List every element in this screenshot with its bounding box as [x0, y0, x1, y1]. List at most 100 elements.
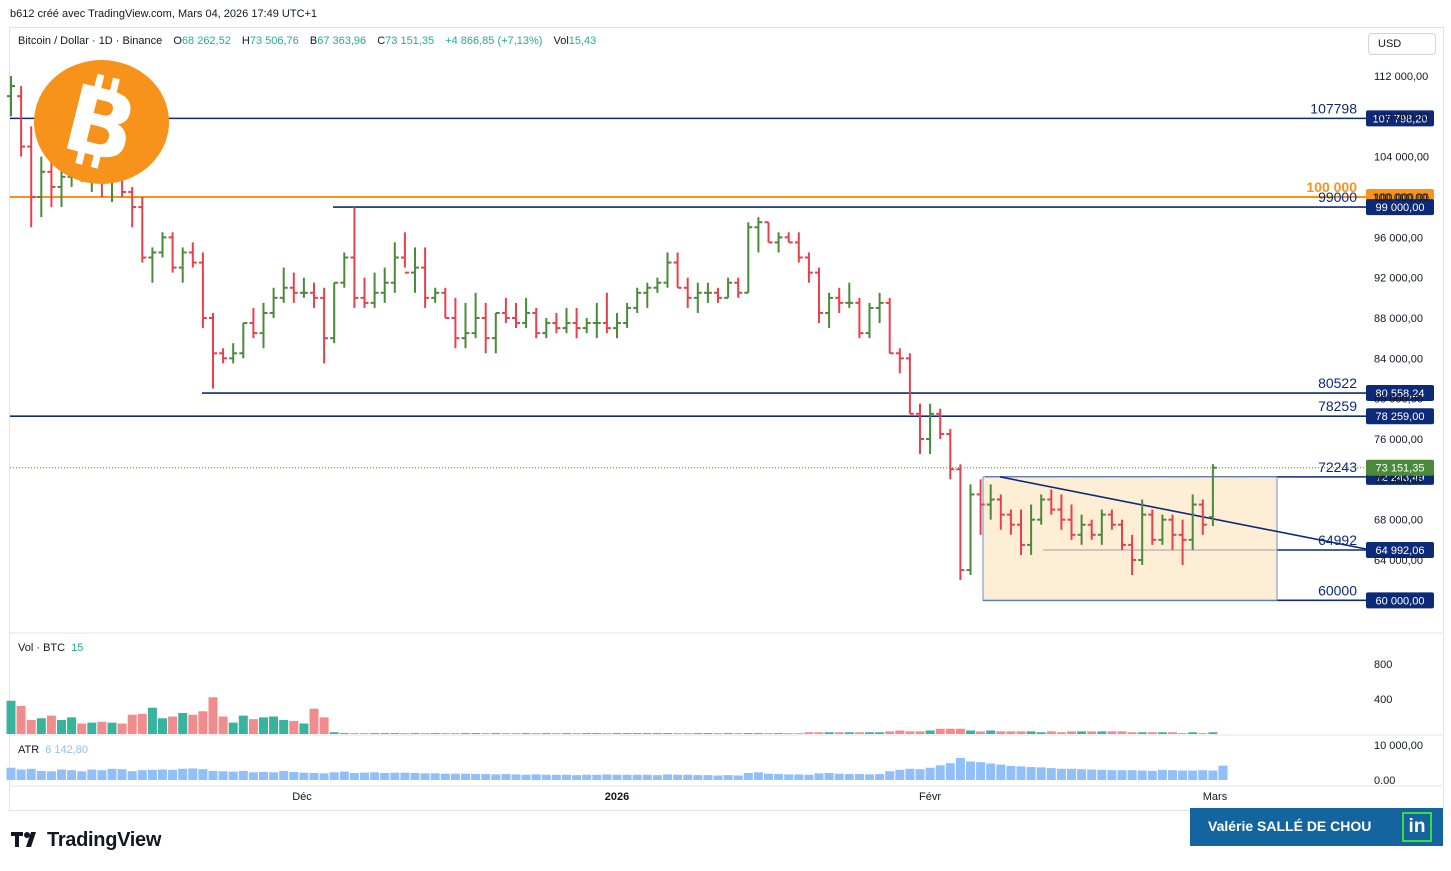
volume-bar: [663, 733, 672, 734]
currency-button[interactable]: USD: [1368, 33, 1436, 55]
ohlc-bar: [522, 297, 531, 329]
atr-bar: [1036, 767, 1046, 780]
ohlc-bar: [461, 302, 470, 349]
atr-bars: 10 000,00 0.00: [6, 740, 1423, 787]
ohlc-bar: [441, 287, 450, 319]
level-label: 64992: [1318, 532, 1357, 548]
atr-bar: [996, 764, 1006, 780]
atr-bar: [925, 767, 935, 780]
level-label: 60000: [1318, 582, 1357, 598]
atr-bar: [218, 771, 228, 780]
atr-bar: [1218, 765, 1228, 780]
ohlc-bar: [734, 277, 743, 298]
volume-bar: [430, 733, 440, 734]
atr-bar: [794, 774, 804, 780]
linkedin-icon[interactable]: in: [1402, 812, 1432, 842]
atr-bar: [915, 769, 925, 780]
atr-bar: [632, 774, 642, 780]
volume-bar: [905, 731, 915, 734]
volume-bar: [279, 720, 289, 734]
tradingview-mark-icon: [11, 832, 36, 847]
ohlc-bar: [128, 186, 137, 228]
volume-bar: [774, 733, 784, 734]
ohlc-bar: [1158, 514, 1167, 545]
ohlc-bar: [744, 222, 753, 294]
atr-bar: [703, 775, 713, 780]
ohlc-bars: [7, 76, 1217, 581]
atr-bar: [1127, 770, 1137, 780]
atr-bar: [198, 769, 208, 780]
open-value: 68 262,52: [181, 35, 231, 47]
ohlc-bar: [1017, 509, 1025, 555]
volume-bar: [208, 697, 218, 734]
author-banner[interactable]: Valérie SALLÉ DE CHOU in: [1190, 808, 1443, 846]
atr-tick-label: 0.00: [1374, 775, 1395, 787]
ohlc-bar: [966, 484, 975, 576]
volume-bar: [844, 732, 854, 734]
ohlc-bar: [693, 282, 702, 313]
bitcoin-logo-icon: B: [34, 60, 169, 185]
volume-bar: [299, 723, 309, 734]
time-tick-label: Févr: [919, 791, 941, 803]
volume-bar: [6, 700, 16, 734]
atr-bar: [945, 763, 955, 780]
volume-bar: [521, 733, 531, 734]
level-tag-label: 99 000,00: [1376, 202, 1425, 214]
atr-legend-label: ATR: [18, 744, 40, 756]
volume-bar: [915, 731, 925, 734]
volume-bar: [885, 731, 895, 734]
ohlc-bar: [754, 217, 763, 253]
last-price-tag: [1366, 459, 1434, 476]
ohlc-bar: [895, 348, 904, 374]
ohlc-bar: [916, 403, 924, 455]
ohlc-bar: [1128, 534, 1137, 576]
price-tick-label: 92 000,00: [1374, 273, 1423, 285]
volume-bar: [1168, 732, 1177, 734]
volume-bar: [794, 733, 804, 734]
volume-bar: [360, 733, 369, 734]
atr-bar: [57, 769, 66, 780]
ohlc-bar: [1148, 509, 1157, 545]
ohlc-bar: [794, 232, 803, 263]
atr-bar: [491, 774, 501, 780]
atr-bar: [501, 774, 511, 780]
volume-bar: [693, 733, 703, 734]
price-tick-label: 64 000,00: [1374, 555, 1423, 567]
ohlc-bar: [512, 302, 520, 329]
ohlc-bar: [653, 277, 662, 293]
ohlc-bar: [714, 287, 722, 303]
volume-bar: [1006, 731, 1016, 734]
volume-bar: [57, 720, 66, 734]
volume-bar: [158, 718, 167, 734]
level-label: 99000: [1318, 189, 1357, 205]
volume-bar: [420, 733, 430, 734]
level-label: 78259: [1318, 398, 1357, 414]
ohlc-bar: [7, 76, 15, 117]
atr-bar: [905, 768, 915, 780]
atr-bar: [723, 775, 733, 780]
atr-bar: [764, 773, 773, 780]
atr-bar: [572, 775, 582, 780]
tradingview-logo[interactable]: TradingView: [11, 829, 161, 852]
atr-bar: [733, 775, 743, 780]
ohlc-bar: [926, 403, 935, 455]
ohlc-bar: [542, 318, 551, 339]
atr-bar: [339, 771, 349, 780]
volume-bar: [26, 720, 36, 734]
ohlc-bar: [724, 277, 733, 299]
ohlc-bar: [825, 292, 834, 329]
atr-bar: [834, 773, 844, 780]
ohlc-bar: [400, 232, 409, 274]
atr-bar: [743, 773, 753, 780]
atr-bar: [1046, 768, 1056, 780]
volume-bar: [248, 719, 258, 734]
high-value: 73 506,76: [249, 35, 299, 47]
atr-bar: [329, 772, 339, 780]
price-tick-label: 72 000,00: [1374, 474, 1423, 486]
volume-bar: [541, 733, 551, 734]
volume-bar: [471, 733, 481, 734]
ohlc-bar: [532, 307, 541, 339]
price-tick-label: 108 000,00: [1374, 111, 1429, 123]
volume-bar: [188, 714, 198, 734]
